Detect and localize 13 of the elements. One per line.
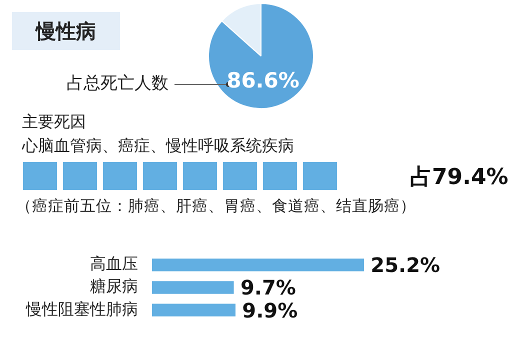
y-tick-label: 糖尿病 [90,276,138,296]
data-label: 9.7% [240,276,296,300]
text: （癌症前五位：肺癌、肝癌、胃癌、食道癌、结直肠癌） [16,196,416,217]
text: 慢性病 [12,12,120,50]
slice-label: 占总死亡人数 [66,73,168,94]
text: 心脑血管病、癌症、慢性呼吸系统疾病 [22,136,294,157]
y-tick-label: 慢性阻塞性肺病 [25,299,138,318]
data-label: 25.2% [370,253,440,278]
y-tick-label: 高血压 [90,254,138,274]
text: 主要死因 [22,112,86,133]
data-label: 9.9% [242,298,298,322]
text: 占79.4% [410,164,508,192]
data-label: 86.6% [226,68,300,93]
